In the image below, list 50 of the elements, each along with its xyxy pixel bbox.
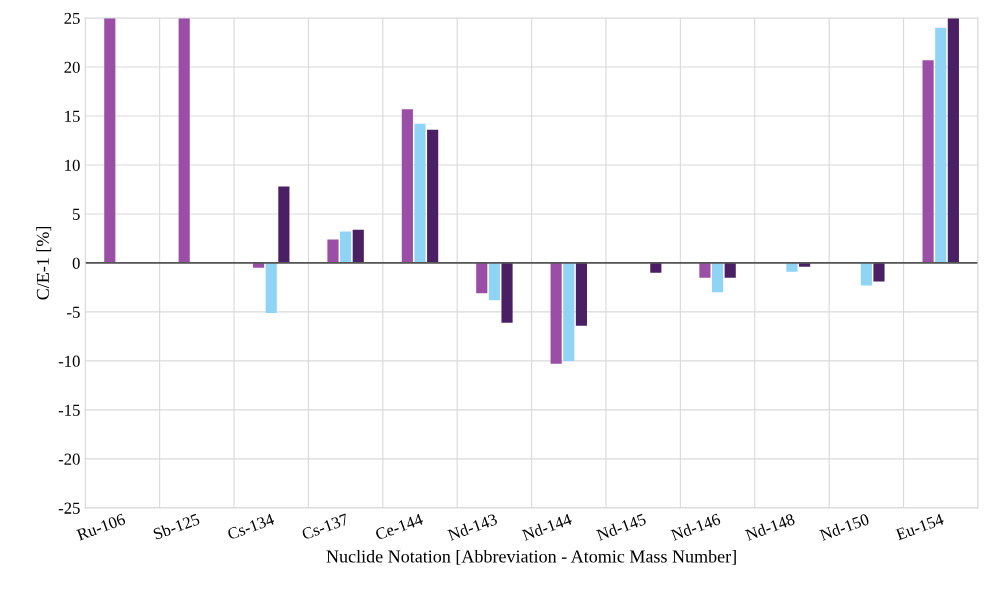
bar xyxy=(427,129,439,263)
bar xyxy=(873,262,885,282)
y-tick-label: 15 xyxy=(65,110,80,122)
bar xyxy=(650,262,662,273)
bar xyxy=(414,123,426,263)
x-tick-label: Nd-145 xyxy=(595,512,647,541)
x-axis-title: Nuclide Notation [Abbreviation - Atomic Mass Number] xyxy=(326,549,736,565)
bar xyxy=(488,262,500,301)
x-tick-label: Cs-137 xyxy=(301,513,350,540)
bar xyxy=(178,18,190,263)
x-tick-label: Nd-148 xyxy=(744,512,796,541)
x-tick-label: Cs-134 xyxy=(226,513,275,540)
bar xyxy=(104,18,116,263)
bar xyxy=(922,60,934,263)
bar xyxy=(278,186,290,263)
y-tick-label: -10 xyxy=(58,355,80,367)
bar xyxy=(401,109,413,263)
y-tick-label: 5 xyxy=(73,208,80,220)
bar xyxy=(501,262,513,323)
x-tick-label: Sb-125 xyxy=(152,512,201,540)
bar xyxy=(340,231,352,263)
bar xyxy=(575,262,588,326)
bar xyxy=(711,262,724,293)
x-tick-label: Nd-144 xyxy=(521,512,573,541)
bar xyxy=(860,262,872,286)
bar xyxy=(352,229,364,263)
bar xyxy=(724,262,736,278)
y-tick-label: -15 xyxy=(58,404,80,416)
bar xyxy=(550,262,562,364)
y-tick-label: 20 xyxy=(64,61,80,73)
y-tick-label: 25 xyxy=(64,12,80,24)
y-axis-title: C/E-1 [%] xyxy=(36,226,52,300)
x-tick-label: Nd-146 xyxy=(670,512,722,541)
bar xyxy=(699,262,711,278)
x-tick-label: Ce-144 xyxy=(374,513,424,541)
y-tick-label: -20 xyxy=(58,453,80,465)
bar xyxy=(935,27,947,263)
x-tick-label: Eu-154 xyxy=(895,513,945,541)
y-tick-label: -25 xyxy=(58,502,80,514)
x-tick-label: Ru-106 xyxy=(76,513,126,541)
y-tick-label: -5 xyxy=(67,306,80,318)
x-tick-label: Nd-150 xyxy=(818,512,870,541)
bar xyxy=(476,262,488,294)
bar xyxy=(265,262,277,313)
bar xyxy=(327,239,339,263)
x-tick-label: Nd-143 xyxy=(447,512,498,541)
y-tick-label: 10 xyxy=(65,159,80,171)
bar xyxy=(563,262,575,361)
bar xyxy=(947,18,959,263)
y-tick-label: 0 xyxy=(72,257,80,269)
